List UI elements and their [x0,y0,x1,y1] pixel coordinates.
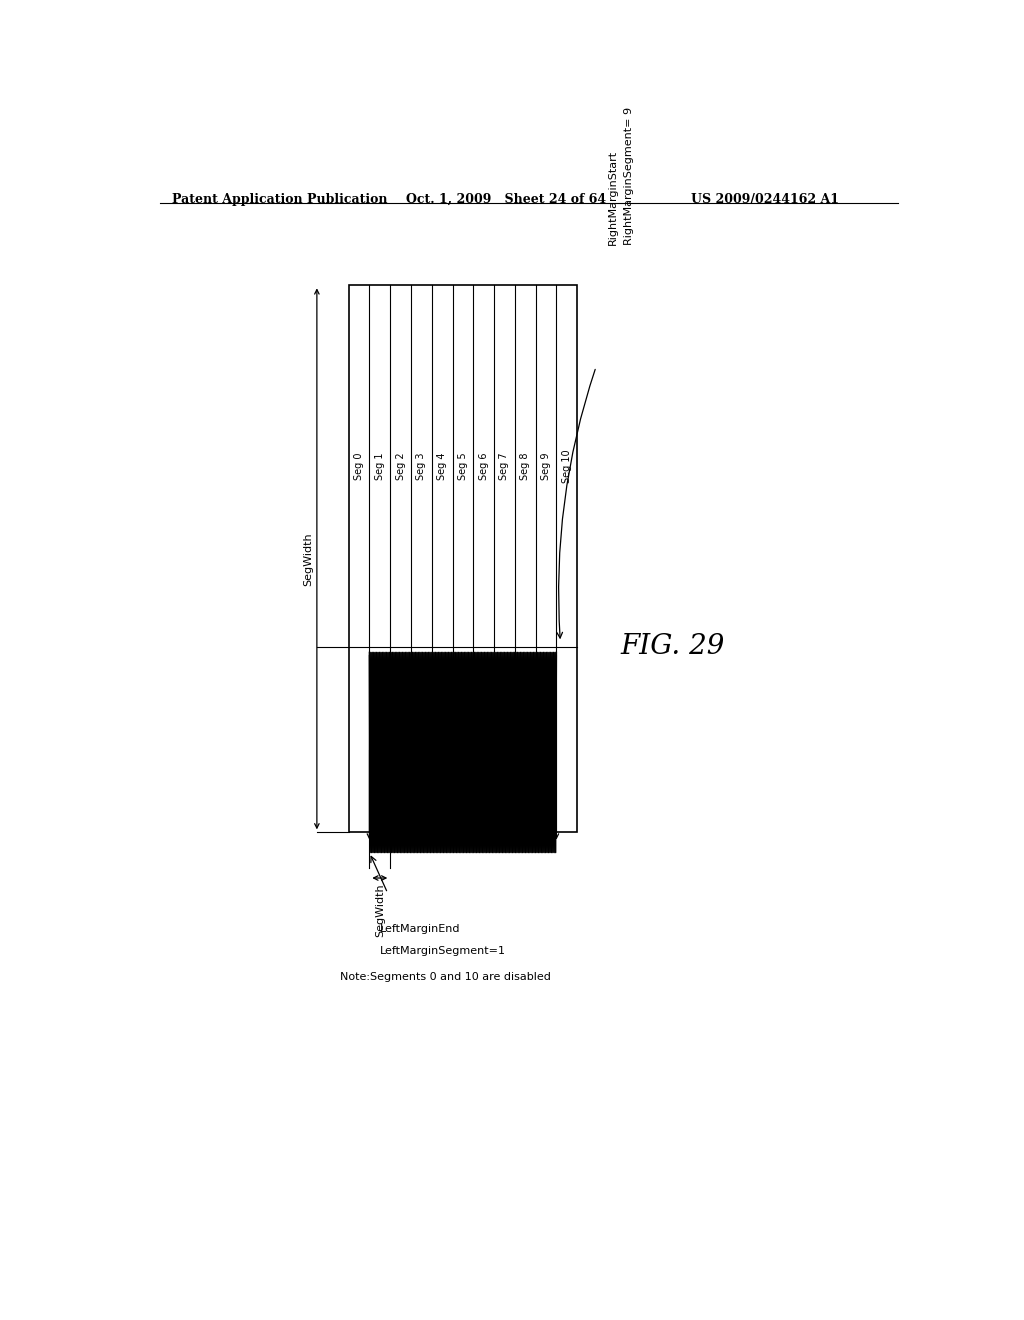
Text: Seg 1: Seg 1 [375,453,385,480]
Text: Seg 4: Seg 4 [437,453,447,480]
Text: Patent Application Publication: Patent Application Publication [172,193,387,206]
Text: RightMarginSegment= 9: RightMarginSegment= 9 [624,107,634,244]
Text: Seg 8: Seg 8 [520,453,530,480]
Bar [348,285,578,833]
Text: Seg 9: Seg 9 [541,453,551,480]
Text: Oct. 1, 2009   Sheet 24 of 64: Oct. 1, 2009 Sheet 24 of 64 [406,193,606,206]
Text: Seg 10: Seg 10 [562,450,571,483]
Text: Seg 0: Seg 0 [354,453,364,480]
Text: Seg 3: Seg 3 [417,453,426,480]
Text: Seg 2: Seg 2 [395,453,406,480]
Text: FIG. 29: FIG. 29 [620,632,724,660]
Text: RightMarginStart: RightMarginStart [608,149,617,244]
Text: LeftMarginSegment=1: LeftMarginSegment=1 [380,946,506,956]
Text: SegWidth: SegWidth [303,532,313,586]
Text: Seg 5: Seg 5 [458,453,468,480]
Text: Seg 7: Seg 7 [500,453,510,480]
Text: SegWidth: SegWidth [375,883,385,937]
Text: US 2009/0244162 A1: US 2009/0244162 A1 [691,193,840,206]
Text: Seg 6: Seg 6 [478,453,488,480]
Text: LeftMarginEnd: LeftMarginEnd [380,924,460,933]
Text: Note:Segments 0 and 10 are disabled: Note:Segments 0 and 10 are disabled [340,972,551,982]
